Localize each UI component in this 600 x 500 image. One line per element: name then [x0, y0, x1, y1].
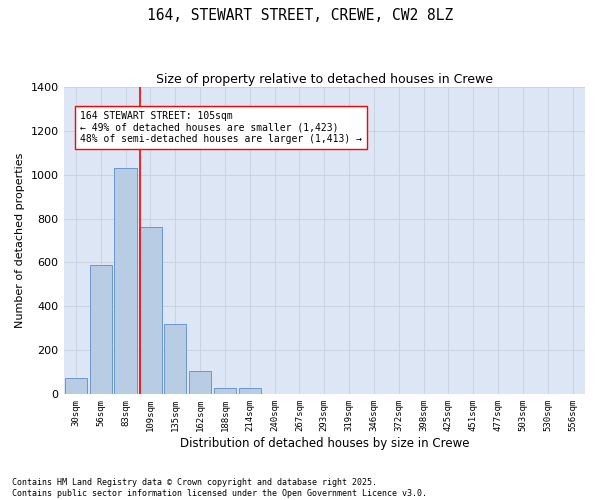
- Y-axis label: Number of detached properties: Number of detached properties: [15, 153, 25, 328]
- Text: 164, STEWART STREET, CREWE, CW2 8LZ: 164, STEWART STREET, CREWE, CW2 8LZ: [147, 8, 453, 22]
- Bar: [89, 264, 112, 394]
- Text: 164 STEWART STREET: 105sqm
← 49% of detached houses are smaller (1,423)
48% of s: 164 STEWART STREET: 105sqm ← 49% of deta…: [80, 111, 362, 144]
- Bar: [115, 168, 137, 394]
- Bar: [214, 388, 236, 394]
- Text: Contains HM Land Registry data © Crown copyright and database right 2025.
Contai: Contains HM Land Registry data © Crown c…: [12, 478, 427, 498]
- Bar: [164, 324, 187, 394]
- Title: Size of property relative to detached houses in Crewe: Size of property relative to detached ho…: [156, 72, 493, 86]
- Bar: [139, 228, 161, 394]
- X-axis label: Distribution of detached houses by size in Crewe: Distribution of detached houses by size …: [179, 437, 469, 450]
- Bar: [239, 388, 261, 394]
- Bar: [65, 378, 87, 394]
- Bar: [189, 372, 211, 394]
